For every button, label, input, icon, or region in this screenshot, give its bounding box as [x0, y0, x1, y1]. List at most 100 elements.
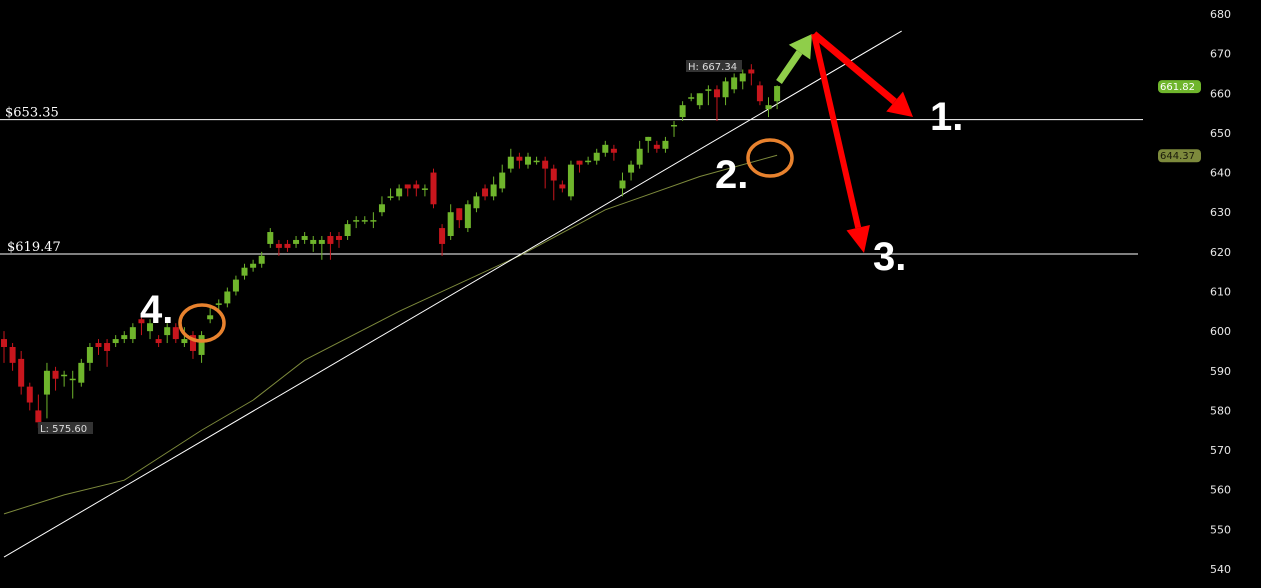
candle-up: [78, 362, 85, 383]
candle-down: [550, 168, 557, 181]
candle-up: [61, 374, 68, 377]
y-tick-label: 570: [1210, 444, 1231, 457]
candle-up: [619, 180, 626, 189]
candle-up: [69, 378, 76, 381]
candle-up: [696, 93, 703, 106]
candle-up: [765, 105, 772, 110]
high-marker-label: H: 667.34: [688, 62, 737, 73]
candle-down: [482, 188, 489, 197]
y-tick-label: 610: [1210, 286, 1231, 299]
candle-up: [112, 339, 119, 344]
candle-down: [756, 85, 763, 102]
annotation-number: 2.: [715, 153, 748, 197]
candle-up: [86, 347, 93, 363]
candle-up: [258, 255, 265, 264]
candle-up: [739, 73, 746, 82]
candle-up: [464, 204, 471, 229]
candle-down: [576, 160, 583, 165]
candle-up: [473, 196, 480, 209]
candle-up: [507, 156, 514, 169]
candle-down: [172, 327, 179, 340]
candle-down: [52, 370, 59, 379]
candle-down: [95, 343, 102, 347]
candle-up: [585, 160, 592, 163]
candle-down: [336, 236, 343, 240]
candle-down: [327, 236, 334, 244]
price-badge-label: 661.82: [1160, 82, 1195, 93]
candle-down: [559, 184, 566, 189]
down-arrow-3-shaft: [811, 33, 862, 229]
up-arrow-shaft: [776, 50, 803, 84]
candle-up: [671, 125, 678, 127]
highlight-circle: [746, 138, 794, 178]
candle-up: [662, 140, 669, 149]
down-arrow-1-head: [886, 91, 913, 117]
y-tick-label: 560: [1210, 484, 1231, 497]
annotation-number: 3.: [873, 235, 906, 279]
candle-up: [129, 327, 136, 340]
low-marker-label: L: 575.60: [40, 424, 87, 435]
candle-up: [396, 188, 403, 197]
candle-up: [378, 204, 385, 213]
horizontal-level-label: $653.35: [5, 106, 59, 121]
candle-down: [104, 343, 111, 351]
candle-down: [155, 339, 162, 344]
price-badge-label: 644.37: [1160, 151, 1195, 162]
candle-up: [241, 267, 248, 276]
y-tick-label: 620: [1210, 246, 1231, 259]
y-tick-label: 640: [1210, 167, 1231, 180]
candle-up: [774, 86, 781, 102]
moving-average-line: [3, 154, 778, 515]
y-tick-label: 660: [1210, 87, 1231, 100]
candle-up: [353, 220, 360, 222]
candle-up: [447, 212, 454, 236]
candle-up: [215, 303, 222, 305]
down-arrow-1-shaft: [811, 31, 897, 105]
candle-down: [189, 335, 196, 351]
candle-down: [1, 339, 7, 347]
y-tick-label: 600: [1210, 325, 1231, 338]
candle-down: [26, 386, 33, 403]
candle-up: [267, 232, 274, 244]
candle-up: [421, 188, 428, 190]
candle-up: [593, 152, 600, 161]
candle-up: [224, 291, 231, 304]
annotation-number: 4.: [140, 288, 173, 332]
candle-up: [679, 105, 686, 118]
candle-down: [610, 148, 617, 153]
candle-down: [516, 156, 523, 161]
price-badges: 661.82 644.37: [1158, 80, 1201, 163]
annotations: 1. 2. 3. 4.: [140, 31, 963, 343]
price-badge: [1158, 80, 1201, 94]
candle-up: [361, 220, 368, 222]
candle-down: [413, 184, 420, 189]
candle-up: [731, 77, 738, 90]
candle-up: [43, 370, 50, 395]
indicator-lines: [3, 30, 902, 558]
candle-up: [121, 335, 128, 340]
candle-up: [499, 172, 506, 189]
candle-up: [688, 97, 695, 99]
hi-lo-markers: H: 667.34 L: 575.60: [38, 60, 742, 435]
highlight-circle: [178, 303, 226, 343]
candle-up: [301, 236, 308, 240]
price-badge: [1158, 149, 1201, 163]
y-tick-label: 550: [1210, 523, 1231, 536]
candle-up: [567, 164, 574, 197]
candle-up: [310, 239, 317, 244]
candle-up: [147, 323, 154, 332]
candle-up: [207, 315, 214, 320]
candle-up: [198, 335, 205, 355]
candle-up: [318, 239, 325, 244]
y-tick-label: 650: [1210, 127, 1231, 140]
low-marker-bg: [38, 422, 93, 434]
candle-up: [293, 239, 300, 244]
y-tick-label: 580: [1210, 404, 1231, 417]
candles: [1, 64, 781, 428]
candle-down: [18, 358, 25, 387]
horizontal-level-label: $619.47: [7, 240, 61, 255]
y-axis: 680 670 660 650 640 630 620 610 600 590 580 570 560 5…: [1210, 8, 1231, 576]
y-tick-label: 540: [1210, 563, 1231, 576]
candle-down: [542, 160, 549, 169]
candle-up: [164, 327, 171, 336]
